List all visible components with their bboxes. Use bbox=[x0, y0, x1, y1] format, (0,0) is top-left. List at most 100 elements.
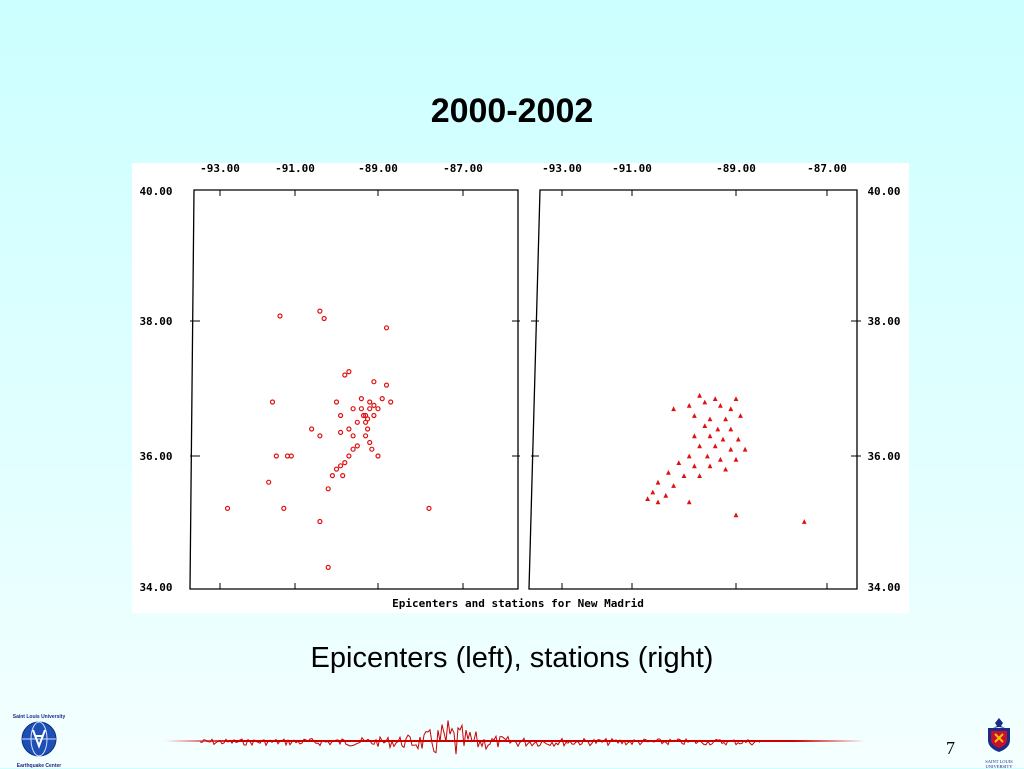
station-marker bbox=[655, 479, 661, 485]
latitude-tick-label: 40.00 bbox=[867, 185, 900, 198]
epicenter-marker bbox=[350, 446, 356, 452]
station-marker bbox=[671, 483, 676, 488]
epicenter-marker bbox=[273, 453, 279, 459]
epicenter-marker bbox=[333, 466, 340, 472]
epicenter-marker bbox=[346, 426, 352, 432]
logo-right-text-line2: UNIVERSITY bbox=[985, 764, 1013, 769]
station-marker bbox=[712, 396, 718, 401]
university-crest-icon bbox=[988, 718, 1010, 752]
epicenter-marker bbox=[317, 308, 323, 314]
epicenter-marker bbox=[338, 463, 344, 469]
latitude-tick-label: 38.00 bbox=[867, 315, 900, 328]
longitude-tick-label: -91.00 bbox=[612, 163, 652, 175]
epicenter-marker bbox=[367, 399, 373, 405]
logo-left-bottom-text: Earthquake Center bbox=[16, 763, 62, 769]
epicenter-map-ticks: -93.00 -91.00 -89.00 -87.00 40.00 38.00 36.00 3… bbox=[139, 163, 520, 594]
station-marker bbox=[663, 492, 669, 498]
station-marker bbox=[718, 456, 723, 462]
station-marker bbox=[671, 406, 676, 412]
epicenter-marker bbox=[346, 453, 352, 459]
longitude-tick-label: -91.00 bbox=[275, 163, 315, 175]
epicenter-marker bbox=[426, 505, 432, 511]
longitude-tick-label: -87.00 bbox=[443, 163, 483, 175]
longitude-tick-label: -89.00 bbox=[716, 163, 756, 175]
station-marker bbox=[676, 460, 682, 465]
epicenter-marker bbox=[317, 433, 323, 439]
station-marker bbox=[723, 416, 728, 422]
station-marker bbox=[728, 446, 734, 452]
latitude-tick-label: 38.00 bbox=[139, 315, 172, 328]
epicenter-marker bbox=[383, 325, 390, 331]
station-marker bbox=[692, 433, 697, 439]
epicenter-marker bbox=[371, 379, 377, 385]
station-marker bbox=[742, 446, 748, 452]
epicenter-marker bbox=[281, 505, 287, 511]
station-marker bbox=[728, 426, 734, 432]
epicenter-marker bbox=[354, 419, 360, 425]
station-markers bbox=[645, 392, 807, 524]
station-marker bbox=[697, 473, 702, 478]
station-marker bbox=[735, 436, 741, 442]
longitude-tick-label: -89.00 bbox=[358, 163, 398, 175]
epicenter-marker bbox=[360, 412, 367, 419]
logo-right-text-line1: SAINT LOUIS bbox=[985, 759, 1013, 764]
station-marker bbox=[728, 406, 734, 412]
latitude-tick-label: 36.00 bbox=[139, 450, 172, 463]
station-marker bbox=[707, 463, 713, 469]
slu-crest-logo: SAINT LOUIS UNIVERSITY bbox=[978, 714, 1020, 769]
station-marker bbox=[686, 453, 692, 459]
epicenter-marker bbox=[340, 473, 346, 479]
epicenter-marker bbox=[325, 564, 331, 570]
latitude-tick-label: 34.00 bbox=[867, 581, 900, 594]
epicenter-marker bbox=[363, 433, 369, 439]
station-marker bbox=[720, 436, 726, 442]
station-marker bbox=[705, 453, 710, 459]
epicenter-marker bbox=[309, 426, 315, 432]
station-marker bbox=[697, 443, 702, 449]
station-marker bbox=[666, 470, 671, 475]
station-marker bbox=[738, 413, 743, 418]
epicenter-marker bbox=[346, 369, 352, 375]
station-marker bbox=[707, 416, 713, 422]
epicenter-marker bbox=[342, 372, 348, 378]
latitude-tick-label: 40.00 bbox=[139, 185, 172, 198]
epicenter-marker bbox=[284, 453, 291, 459]
latitude-tick-label: 36.00 bbox=[867, 450, 900, 463]
epicenter-marker bbox=[317, 518, 323, 525]
epicenter-marker bbox=[325, 486, 331, 492]
station-marker bbox=[645, 496, 650, 501]
epicenter-marker bbox=[338, 429, 344, 435]
station-marker bbox=[712, 443, 718, 449]
epicenter-map-frame bbox=[189, 189, 519, 590]
station-marker bbox=[707, 433, 713, 439]
longitude-tick-label: -93.00 bbox=[200, 163, 240, 175]
epicenter-marker bbox=[329, 473, 335, 479]
epicenter-marker bbox=[371, 402, 377, 408]
station-marker bbox=[723, 466, 728, 472]
page-number: 7 bbox=[946, 738, 955, 758]
epicenter-marker bbox=[367, 439, 373, 446]
station-marker bbox=[801, 519, 807, 524]
station-marker bbox=[655, 499, 661, 505]
epicenter-marker bbox=[338, 412, 344, 419]
latitude-tick-label: 34.00 bbox=[139, 581, 172, 594]
epicenter-marker bbox=[383, 382, 390, 388]
station-marker bbox=[733, 396, 739, 401]
station-marker bbox=[692, 463, 697, 469]
epicenter-markers bbox=[224, 308, 432, 570]
station-marker bbox=[681, 473, 687, 478]
slu-earthquake-center-logo: Saint Louis University Earthquake Center bbox=[8, 714, 70, 769]
epicenter-marker bbox=[363, 419, 369, 425]
epicenter-marker bbox=[375, 406, 381, 412]
epicenter-marker bbox=[224, 505, 231, 511]
station-marker bbox=[715, 426, 721, 432]
station-map-frame bbox=[528, 189, 858, 590]
epicenter-marker bbox=[269, 399, 276, 405]
epicenter-marker bbox=[266, 479, 272, 485]
epicenter-marker bbox=[358, 396, 364, 402]
figure-caption: Epicenters and stations for New Madrid bbox=[392, 597, 644, 610]
epicenter-marker bbox=[388, 399, 394, 405]
epicenter-marker bbox=[369, 446, 375, 452]
station-marker bbox=[702, 423, 708, 428]
epicenter-marker bbox=[365, 426, 371, 432]
